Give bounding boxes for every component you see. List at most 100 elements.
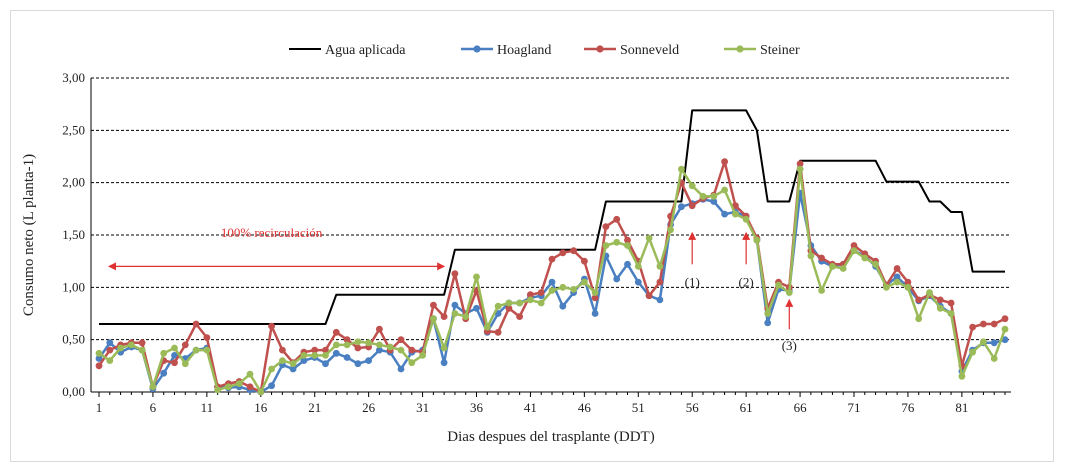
data-point-hoagland (678, 203, 685, 211)
data-point-sonneveld (505, 304, 513, 312)
x-tick-label: 11 (201, 400, 214, 415)
data-point-hoagland (376, 346, 383, 354)
data-point-sonneveld (904, 278, 912, 286)
data-point-steiner (850, 247, 858, 255)
data-point-hoagland (1001, 336, 1009, 344)
data-point-steiner (505, 299, 513, 307)
data-point-sonneveld (559, 249, 567, 257)
data-point-steiner (160, 349, 168, 357)
data-point-steiner (257, 388, 265, 396)
data-point-steiner (602, 242, 610, 249)
data-point-steiner (775, 281, 782, 289)
series-steiner (95, 165, 1009, 396)
data-point-steiner (904, 283, 912, 291)
data-point-steiner (192, 346, 200, 354)
data-point-sonneveld (548, 255, 556, 263)
data-point-sonneveld (537, 289, 545, 296)
data-point-steiner (289, 360, 297, 368)
chart-frame: 0,00 0,50 1,00 1,50 2,00 2,50 3,00 1 6 11 16 21 26 3… (10, 10, 1054, 462)
y-tick-label: 0,50 (62, 332, 85, 347)
data-point-steiner (796, 165, 804, 173)
data-point-hoagland (354, 360, 362, 368)
data-point-sonneveld (688, 202, 696, 210)
data-point-steiner (268, 365, 275, 373)
series-line-agua-aplicada (99, 109, 1005, 325)
line-chart: 0,000,501,001,502,002,503,00 1 6 11 16 21 26 3… (21, 43, 1011, 445)
data-point-sonneveld (343, 336, 351, 344)
data-point-steiner (548, 287, 556, 294)
legend-item-steiner: Steiner (724, 43, 800, 58)
data-point-steiner (354, 338, 362, 346)
data-point-sonneveld (376, 325, 383, 333)
data-point-hoagland (613, 275, 621, 283)
data-point-hoagland (171, 352, 178, 359)
data-point-hoagland (300, 357, 308, 364)
data-point-steiner (872, 260, 879, 268)
data-point-steiner (203, 346, 211, 354)
legend-label: Hoagland (497, 43, 551, 58)
data-point-sonneveld (279, 346, 286, 354)
recirculation-label: 100% recirculación (221, 225, 323, 240)
data-point-hoagland (289, 365, 297, 373)
data-point-hoagland (365, 357, 372, 364)
data-point-steiner (473, 273, 480, 281)
data-point-steiner (300, 352, 308, 359)
data-point-steiner (742, 215, 750, 223)
data-point-sonneveld (138, 339, 146, 347)
data-point-steiner (516, 299, 523, 307)
series-sonneveld (95, 158, 1009, 396)
series-line-sonneveld (97, 160, 1006, 394)
data-point-steiner (332, 341, 340, 349)
data-point-sonneveld (645, 292, 653, 300)
data-point-steiner (214, 386, 222, 394)
data-point-steiner (591, 289, 599, 296)
data-point-steiner (721, 186, 728, 194)
data-point-steiner (419, 352, 426, 359)
x-tick-labels: 1 6 11 16 21 26 31 36 41 46 51 56 61 66 71 76 81 (96, 400, 969, 415)
data-point-sonneveld (95, 362, 103, 370)
legend-item-agua-aplicada: Agua aplicada (289, 43, 406, 58)
grid-lines (91, 77, 1011, 341)
data-point-sonneveld (203, 334, 211, 341)
data-point-steiner (785, 289, 793, 296)
data-point-sonneveld (969, 323, 976, 331)
data-point-sonneveld (893, 265, 901, 272)
data-point-sonneveld (311, 346, 319, 354)
data-point-steiner (559, 283, 567, 291)
data-point-steiner (699, 192, 707, 200)
data-point-steiner (570, 286, 577, 293)
data-point-hoagland (548, 278, 556, 286)
data-point-hoagland (721, 210, 728, 218)
y-tick-label: 0,00 (62, 384, 85, 399)
data-point-steiner (947, 310, 955, 317)
data-point-sonneveld (613, 215, 621, 223)
data-point-steiner (451, 310, 459, 317)
event-label: (2) (739, 274, 754, 289)
data-point-hoagland (397, 365, 405, 373)
data-point-sonneveld (570, 247, 577, 255)
data-point-steiner (246, 370, 254, 378)
data-point-steiner (829, 263, 836, 270)
data-point-steiner (365, 339, 372, 347)
data-point-steiner (688, 182, 696, 190)
annotations-layer: 100% recirculación (1) (2) (3) (108, 225, 797, 353)
x-tick-label: 6 (150, 400, 157, 415)
legend: Agua aplicada Hoagland Sonneveld Steiner (289, 43, 800, 58)
data-point-hoagland (764, 319, 772, 327)
x-tick-label: 51 (632, 400, 645, 415)
data-point-sonneveld (656, 278, 664, 286)
data-point-sonneveld (796, 160, 804, 168)
data-point-steiner (915, 315, 923, 323)
data-point-hoagland (634, 278, 642, 286)
legend-label: Sonneveld (620, 43, 679, 58)
data-point-steiner (149, 383, 157, 391)
data-point-steiner (117, 344, 124, 352)
x-tick-label: 66 (794, 400, 808, 415)
x-tick-label: 56 (686, 400, 700, 415)
data-point-sonneveld (581, 257, 588, 265)
data-point-sonneveld (451, 270, 459, 278)
data-point-steiner (386, 343, 394, 351)
data-point-steiner (839, 265, 847, 272)
data-point-steiner (710, 192, 718, 200)
data-point-steiner (678, 165, 685, 173)
